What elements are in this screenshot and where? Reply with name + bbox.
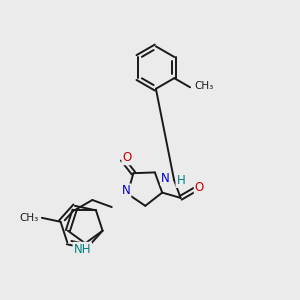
Text: H: H (176, 174, 185, 187)
Text: N: N (122, 184, 130, 197)
Text: CH₃: CH₃ (194, 81, 214, 91)
Text: O: O (122, 151, 132, 164)
Text: N: N (161, 172, 170, 185)
Text: O: O (195, 181, 204, 194)
Text: CH₃: CH₃ (20, 213, 39, 223)
Text: NH: NH (74, 243, 91, 256)
